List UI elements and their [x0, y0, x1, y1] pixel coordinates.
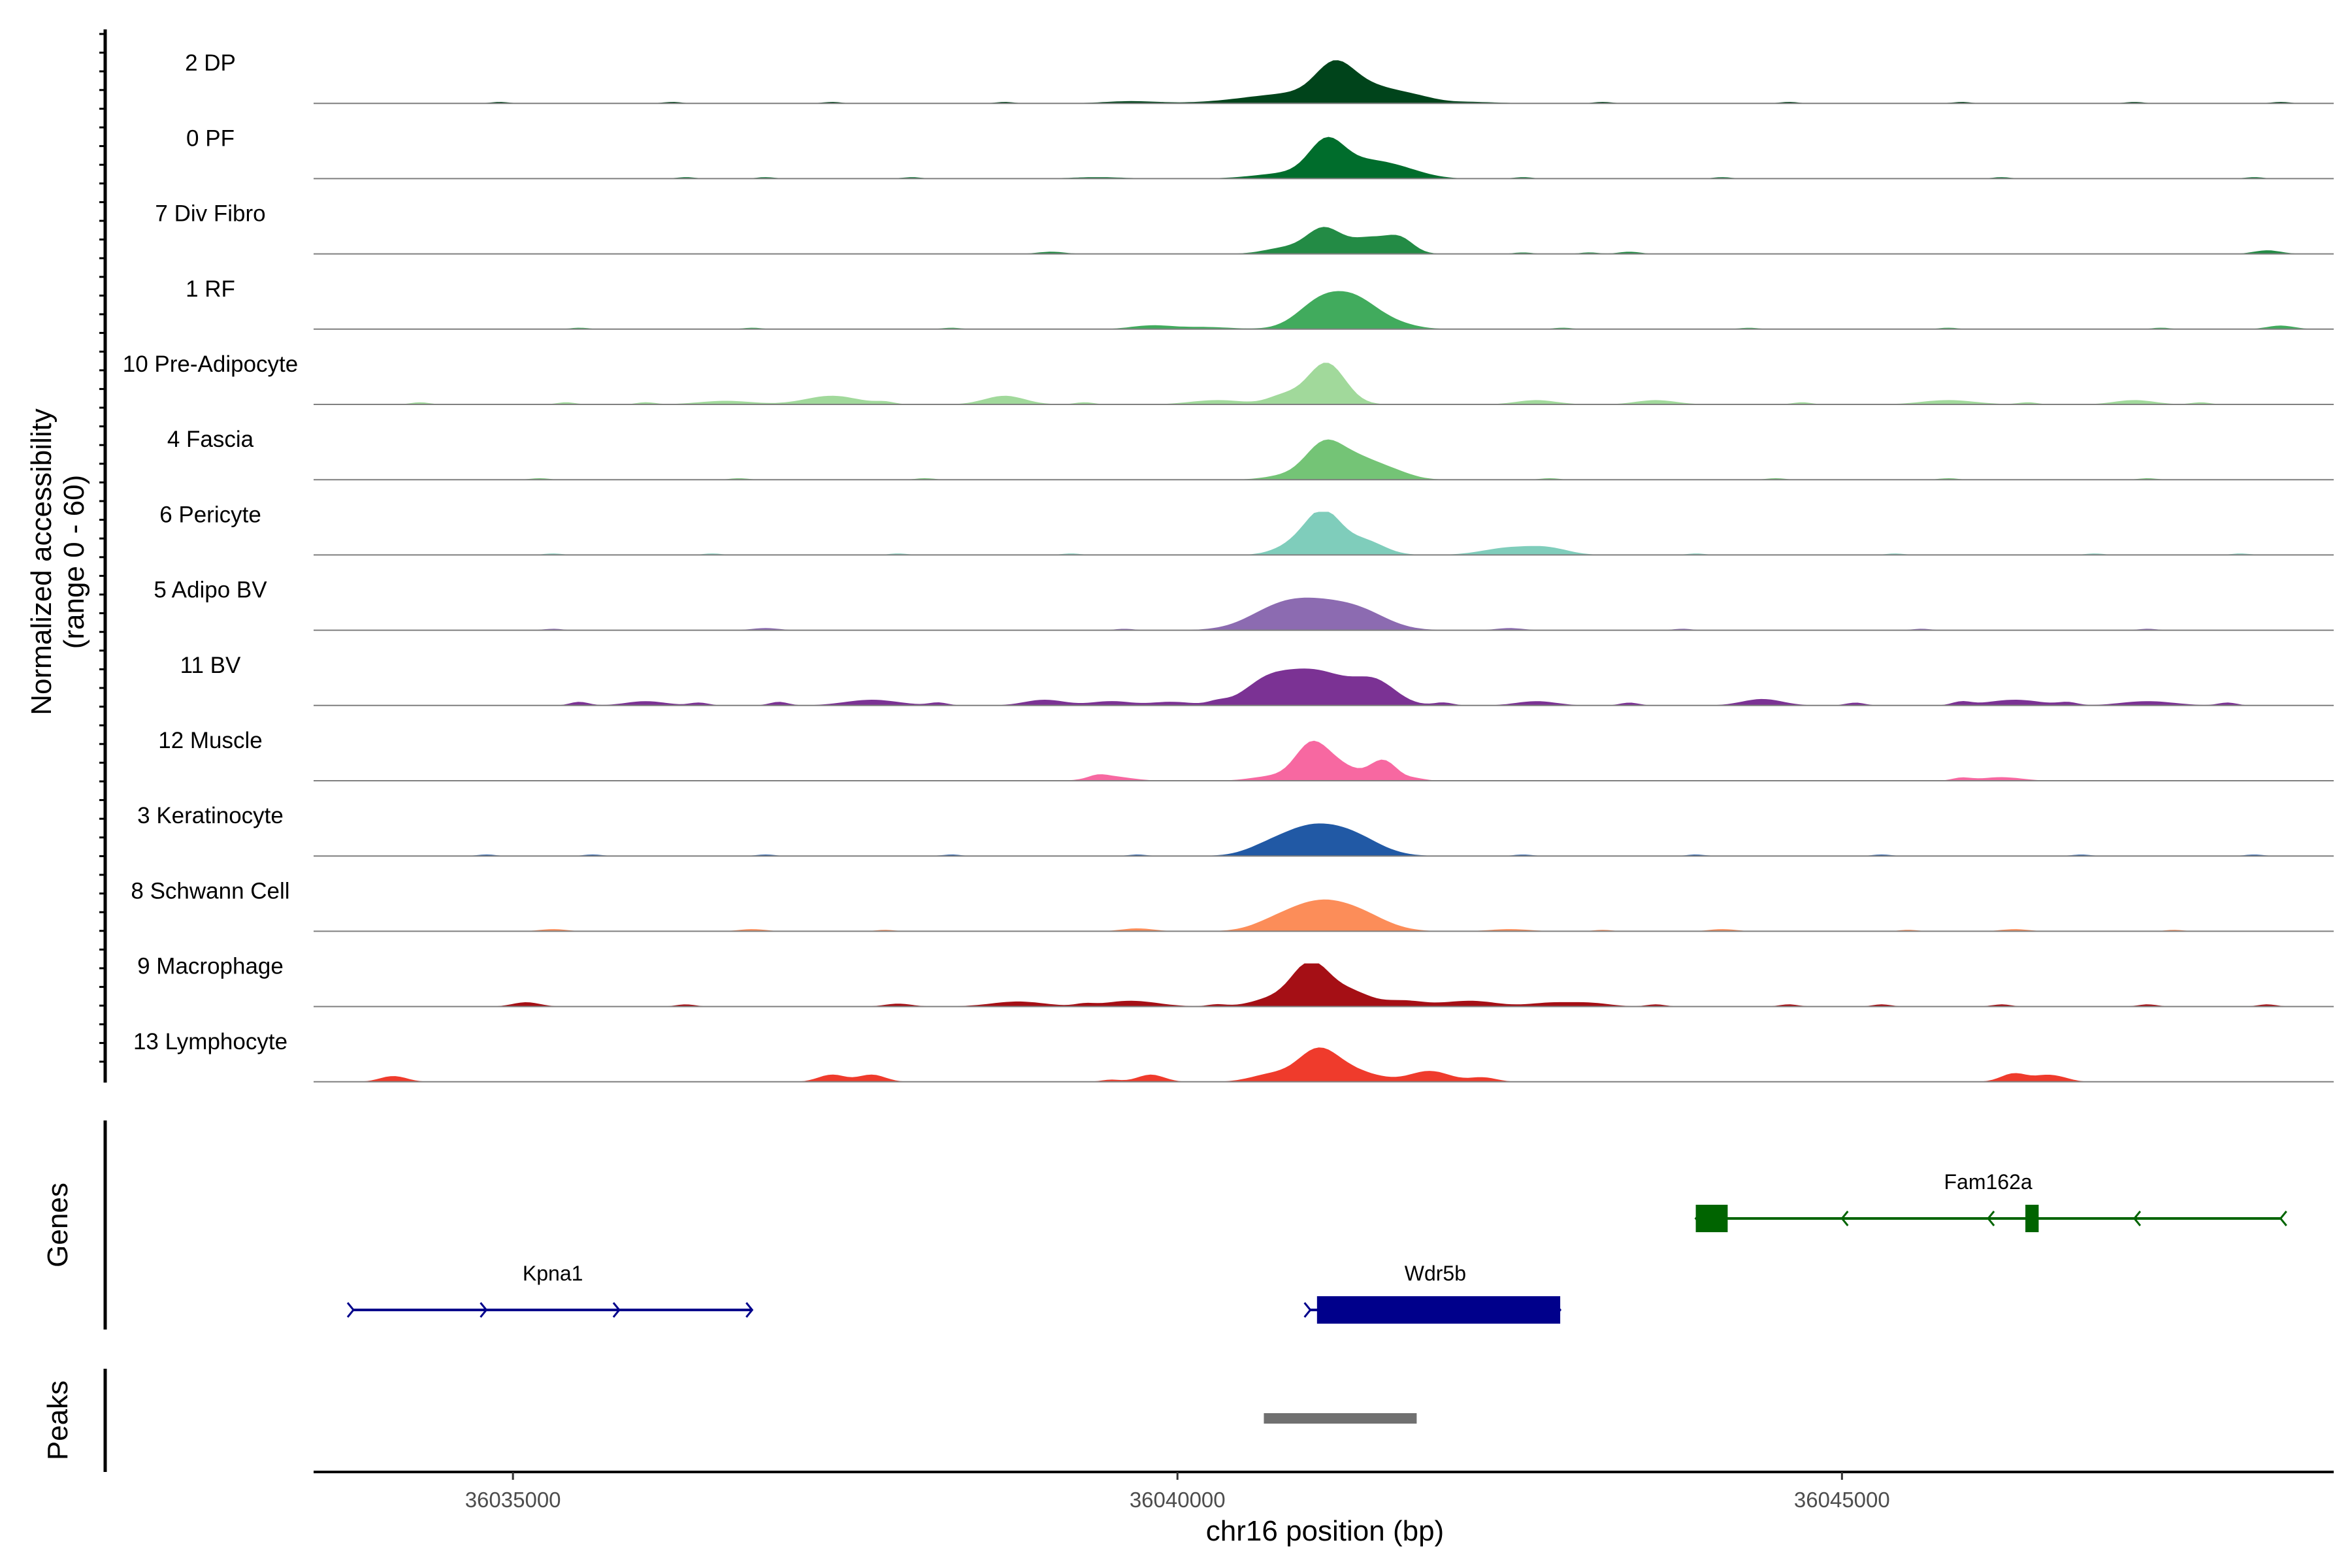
track-label: 11 BV [180, 653, 241, 678]
exon [2025, 1205, 2039, 1232]
track-label: 6 Pericyte [159, 502, 261, 527]
coverage-area [314, 597, 2334, 630]
track-5: 10 Pre-Adipocyte [123, 351, 2334, 405]
track-10: 12 Muscle [158, 728, 2334, 781]
genes-panel-title: Genes [42, 1183, 74, 1267]
track-6: 4 Fascia [167, 427, 2334, 481]
coverage-area [314, 137, 2334, 179]
track-8: 5 Adipo BV [154, 578, 2334, 631]
track-2: 0 PF [186, 125, 2334, 180]
track-9: 11 BV [180, 653, 2334, 706]
gene-kpna1: Kpna1 [346, 1262, 754, 1318]
strand-arrow [612, 1302, 621, 1318]
x-axis-ticks: 36035000 36040000 36045000 [465, 1472, 1890, 1512]
gene-label: Kpna1 [523, 1262, 583, 1285]
track-label: 7 Div Fibro [155, 201, 265, 227]
gene-wdr5b: Wdr5b [1303, 1262, 1562, 1324]
peak-region [1264, 1413, 1417, 1424]
strand-arrow [1840, 1211, 1849, 1226]
coverage-area [314, 1047, 2334, 1082]
track-label: 3 Keratinocyte [137, 803, 284, 828]
y-title-line-1: Normalized accessibility [25, 408, 57, 715]
coverage-area [314, 740, 2334, 781]
x-axis-title: chr16 position (bp) [1206, 1515, 1444, 1547]
coverage-tracks: 2 DP 0 PF 7 Div Fibro 1 RF 10 Pre-Adipocyte 4… [123, 50, 2334, 1083]
x-tick-label: 36045000 [1794, 1488, 1890, 1512]
track-label: 1 RF [186, 276, 235, 302]
strand-arrow [745, 1302, 754, 1318]
track-label: 8 Schwann Cell [131, 878, 289, 904]
track-14: 13 Lymphocyte [133, 1029, 2334, 1083]
track-label: 12 Muscle [158, 728, 263, 753]
track-4: 1 RF [186, 276, 2334, 330]
exon [1695, 1205, 1728, 1232]
genes-track: Kpna1 Wdr5b Fam162a [346, 1170, 2287, 1324]
track-label: 13 Lymphocyte [133, 1029, 287, 1054]
coverage-area [314, 227, 2334, 254]
gene-label: Fam162a [1944, 1170, 2033, 1194]
strand-arrow [2132, 1211, 2142, 1226]
coverage-area [314, 363, 2334, 404]
track-label: 4 Fascia [167, 427, 254, 452]
track-label: 5 Adipo BV [154, 578, 267, 603]
track-12: 8 Schwann Cell [131, 878, 2334, 932]
y-title-line-2: (range 0 - 60) [58, 475, 90, 649]
track-label: 10 Pre-Adipocyte [123, 351, 298, 377]
peaks-panel-title: Peaks [42, 1380, 74, 1460]
track-label: 0 PF [186, 125, 235, 151]
x-tick-label: 36035000 [465, 1488, 561, 1512]
coverage-area [314, 60, 2334, 104]
track-7: 6 Pericyte [159, 502, 2334, 556]
strand-arrow [480, 1302, 488, 1318]
track-label: 2 DP [185, 50, 236, 76]
track-11: 3 Keratinocyte [137, 803, 2334, 857]
strand-arrow [1303, 1302, 1312, 1318]
x-tick-label: 36040000 [1130, 1488, 1226, 1512]
exon [1316, 1296, 1561, 1324]
peaks-track [1264, 1413, 1417, 1424]
coverage-area [314, 963, 2334, 1007]
strand-arrow [1987, 1211, 1995, 1226]
coverage-area [314, 439, 2334, 480]
strand-arrow [346, 1302, 355, 1318]
gene-fam162a: Fam162a [1694, 1170, 2287, 1232]
track-label: 9 Macrophage [137, 954, 284, 979]
coverage-area [314, 899, 2334, 932]
strand-arrow [2279, 1211, 2287, 1226]
track-13: 9 Macrophage [137, 954, 2334, 1007]
track-1: 2 DP [185, 50, 2334, 105]
track-3: 7 Div Fibro [155, 201, 2334, 255]
coverage-area [314, 668, 2334, 706]
coverage-y-title: Normalized accessibility (range 0 - 60) [25, 408, 90, 715]
gene-label: Wdr5b [1405, 1262, 1466, 1285]
coverage-area [314, 512, 2334, 555]
coverage-area [314, 823, 2334, 857]
coverage-area [314, 291, 2334, 329]
coverage-y-ticks [99, 33, 105, 1063]
